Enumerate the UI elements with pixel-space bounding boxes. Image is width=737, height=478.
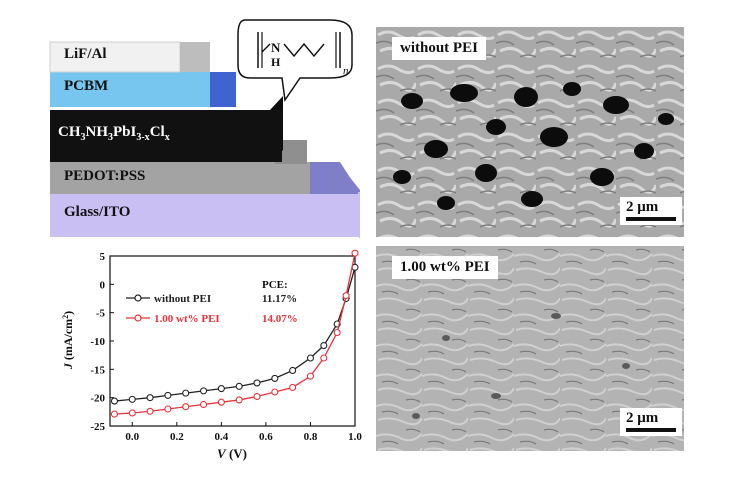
data-point xyxy=(146,394,154,402)
scale-bar-line xyxy=(626,428,676,432)
data-point xyxy=(182,403,190,411)
pce-with-pei: 14.07% xyxy=(262,313,298,325)
y-axis-label: J (mA/cm2) xyxy=(61,311,75,370)
data-point xyxy=(199,400,208,409)
scale-bar-text: 2 μm xyxy=(626,410,659,426)
y-tick-label: -5 xyxy=(96,308,106,320)
pei-atom-h: H xyxy=(271,55,281,69)
series-line-0 xyxy=(114,267,356,402)
jv-chart-svg: 0.0 0.2 0.4 0.6 0.8 1.0 5 0 -5 -10 -15 -20 -25 J (mA… xyxy=(61,249,362,461)
pce-without-pei: 11.17% xyxy=(262,293,297,305)
x-axis-label: V (V) xyxy=(217,446,247,461)
layer-perovskite xyxy=(50,110,282,162)
data-point xyxy=(199,387,208,395)
data-point xyxy=(320,354,328,362)
x-tick-label: 1.0 xyxy=(348,431,362,443)
series-line-1 xyxy=(114,253,356,415)
data-point xyxy=(110,397,119,405)
sem-panel-with-pei: 1.00 wt% PEI 2 μm xyxy=(376,246,684,451)
sem-label-without-pei: without PEI xyxy=(392,37,486,60)
x-tick-label: 0.8 xyxy=(304,431,318,443)
layer-label-perovskite: CH3NH3PbI3-xClx xyxy=(58,124,170,143)
device-stack: N H n LiF/Al PCBM CH3NH3PbI3-xClx PEDOT:… xyxy=(0,0,370,245)
data-point xyxy=(110,410,119,418)
sem-panel-without-pei: without PEI 2 μm xyxy=(376,27,684,237)
jv-chart: 0.0 0.2 0.4 0.6 0.8 1.0 5 0 -5 -10 -15 -20 -25 J (mA… xyxy=(50,248,370,473)
data-point xyxy=(271,374,279,382)
layer-pcbm xyxy=(50,72,210,107)
data-point xyxy=(289,383,297,392)
data-point xyxy=(289,366,297,375)
data-point xyxy=(182,389,190,397)
layer-pedot-pss xyxy=(50,162,310,194)
y-tick-label: -20 xyxy=(90,393,105,405)
layer-label-pedot-pss: PEDOT:PSS xyxy=(64,168,146,184)
scale-bar-text: 2 μm xyxy=(626,199,659,215)
data-point xyxy=(128,409,136,417)
data-point xyxy=(217,385,225,393)
legend-with-pei: 1.00 wt% PEI xyxy=(154,313,220,325)
data-point xyxy=(164,391,172,399)
sem-image-without-pei xyxy=(376,27,684,237)
data-point xyxy=(333,328,341,337)
y-tick-label: -15 xyxy=(90,364,105,376)
data-point xyxy=(235,382,243,390)
data-point xyxy=(306,354,315,362)
x-tick-label: 0.2 xyxy=(170,431,184,443)
data-point xyxy=(146,407,154,415)
layer-label-lif-al: LiF/Al xyxy=(64,46,107,62)
data-point xyxy=(351,249,359,257)
data-point xyxy=(164,405,172,413)
data-point xyxy=(320,341,328,350)
y-tick-label: 0 xyxy=(100,279,106,291)
data-point xyxy=(235,396,243,404)
scale-bar-with-pei: 2 μm xyxy=(620,408,682,436)
layer-label-glass-ito: Glass/ITO xyxy=(64,204,131,220)
legend-without-pei: without PEI xyxy=(154,293,211,305)
x-tick-label: 0.4 xyxy=(214,431,228,443)
x-tick-label: 0.0 xyxy=(125,431,139,443)
pei-atom-n: N xyxy=(271,40,281,55)
pce-header: PCE: xyxy=(262,279,288,291)
y-tick-label: -25 xyxy=(90,421,105,433)
data-point xyxy=(128,395,136,403)
pei-structure: N H n xyxy=(237,19,353,103)
x-tick-label: 0.6 xyxy=(259,431,273,443)
sem-label-with-pei: 1.00 wt% PEI xyxy=(392,256,498,279)
layer-label-pcbm: PCBM xyxy=(64,78,109,94)
data-point xyxy=(306,372,315,380)
y-tick-label: -10 xyxy=(90,336,105,348)
data-point xyxy=(271,388,279,396)
layer-lif-al xyxy=(49,41,181,73)
device-stack-graphic: N H n xyxy=(49,19,360,238)
data-point xyxy=(342,292,350,300)
legend: without PEI 11.17% 1.00 wt% PEI 14.07% xyxy=(126,293,298,325)
y-tick-label: 5 xyxy=(100,251,106,263)
data-point xyxy=(217,398,225,406)
data-point xyxy=(253,379,261,387)
data-point xyxy=(253,392,261,401)
scale-bar-without-pei: 2 μm xyxy=(620,197,682,225)
scale-bar-line xyxy=(626,217,676,221)
pei-repeat-n: n xyxy=(343,65,349,77)
